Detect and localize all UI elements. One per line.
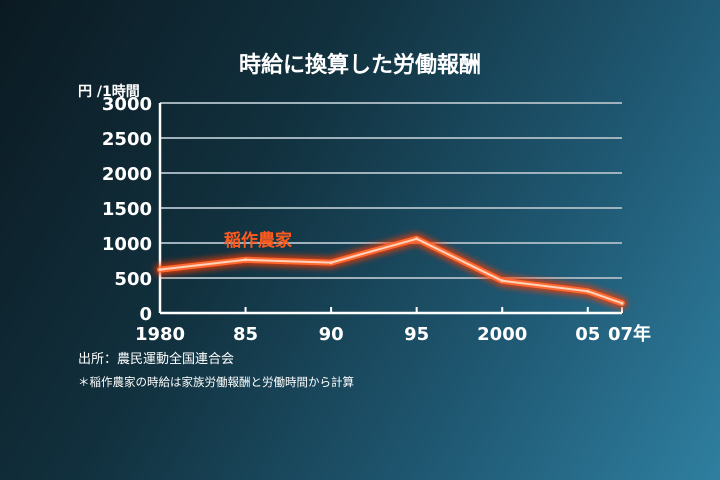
x-tick-label: 1980 [135, 324, 185, 345]
x-tick-label: 2000 [477, 324, 527, 345]
data-point [500, 279, 504, 283]
y-tick-label: 1500 [102, 199, 152, 220]
y-tick-label: 3000 [102, 94, 152, 115]
data-point [415, 237, 419, 241]
data-point [620, 301, 624, 305]
y-tick-label: 2500 [102, 129, 152, 150]
source-note: 出所：農民運動全国連合会 [78, 351, 234, 367]
footnote: ＊稲作農家の時給は家族労働報酬と労働時間から計算 [78, 375, 354, 389]
x-tick-label: 07年 [608, 323, 651, 345]
chart-title: 時給に換算した労働報酬 [239, 52, 481, 78]
y-axis-unit-label: 円 /1時間 [78, 83, 140, 100]
data-point [329, 261, 333, 265]
y-tick-label: 0 [139, 304, 152, 325]
x-tick-label: 85 [233, 324, 258, 345]
x-tick-label: 90 [319, 324, 344, 345]
x-tick-label: 05 [575, 324, 600, 345]
y-tick-label: 2000 [102, 164, 152, 185]
x-tick-label: 95 [404, 324, 429, 345]
series-layer [155, 233, 627, 309]
y-tick-label: 1000 [102, 234, 152, 255]
data-point [586, 289, 590, 293]
y-tick-label: 500 [114, 269, 152, 290]
data-point [244, 258, 248, 262]
gridlines [158, 102, 622, 315]
y-axis-ticks: 0 500 1000 1500 2000 2500 3000 [102, 94, 152, 325]
data-point [158, 268, 162, 272]
x-axis-ticks: 1980 85 90 95 2000 05 07年 [135, 307, 651, 345]
series-label-rice-farmers: 稲作農家 [224, 230, 292, 251]
